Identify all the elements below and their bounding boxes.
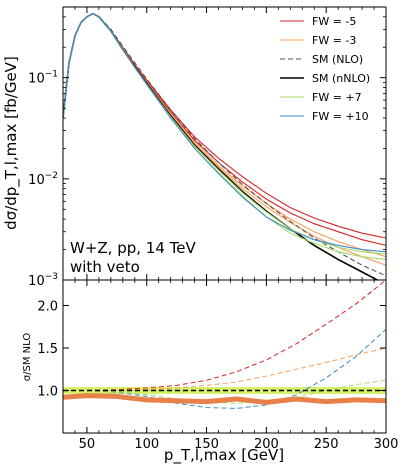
- ratio-ytick-label-1: 1.5: [37, 342, 58, 357]
- ratio-ylabel: σ/SM NLO: [22, 333, 33, 382]
- ratio-ytick-label-0: 1.0: [37, 385, 58, 400]
- xlabel: p_T,l,max [GeV]: [164, 446, 284, 465]
- xtick-label-5: 300: [374, 437, 399, 452]
- ratio-ytick-label-2: 2.0: [37, 300, 58, 315]
- legend-label-fw-3: FW = -3: [312, 34, 356, 47]
- top-ylabel: dσ/dp_T,l,max [fb/GeV]: [2, 56, 21, 230]
- xtick-label-1: 100: [134, 437, 159, 452]
- legend-label-sm-nnlo: SM (nNLO): [312, 72, 370, 85]
- legend-label-fw-7: FW = +7: [312, 91, 362, 104]
- legend-label-fw-10: FW = +10: [312, 110, 369, 123]
- xtick-label-4: 250: [314, 437, 339, 452]
- annotation-line1: W+Z, pp, 14 TeV: [70, 239, 196, 257]
- legend-label-sm-nlo: SM (NLO): [312, 53, 363, 66]
- annotation-line2: with veto: [70, 258, 140, 276]
- xtick-label-0: 50: [79, 437, 96, 452]
- legend-label-fw-5: FW = -5: [312, 15, 356, 28]
